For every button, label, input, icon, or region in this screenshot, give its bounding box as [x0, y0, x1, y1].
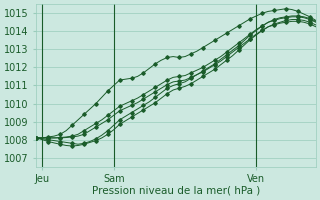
- X-axis label: Pression niveau de la mer( hPa ): Pression niveau de la mer( hPa ): [92, 186, 260, 196]
